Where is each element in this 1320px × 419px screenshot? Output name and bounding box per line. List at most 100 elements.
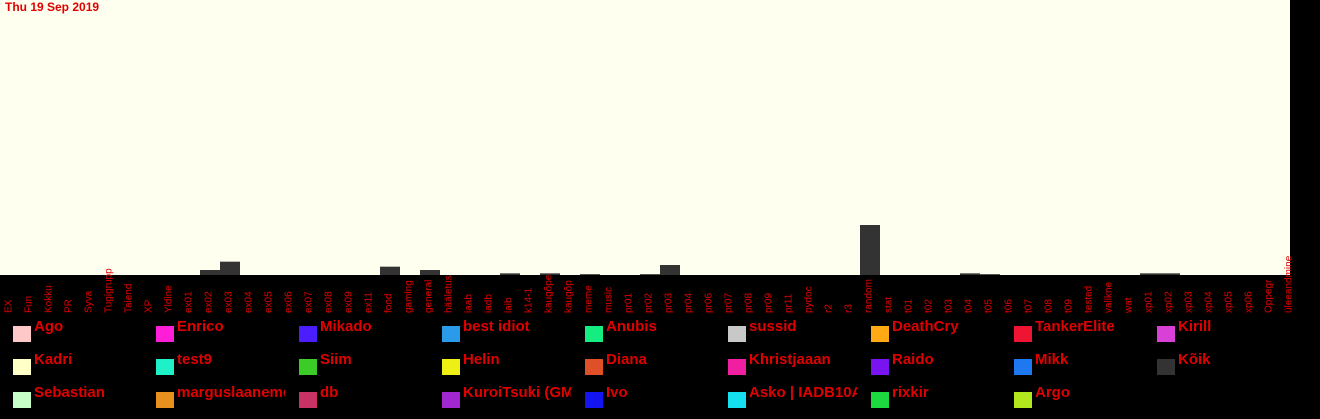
x-tick-label: random	[864, 279, 875, 313]
legend-item[interactable]: KuroiTsuki (GM)	[429, 384, 571, 408]
legend-swatch	[13, 326, 31, 342]
bar-meme	[580, 274, 600, 275]
x-tick-label: t04	[964, 299, 975, 313]
legend-item[interactable]: Helin	[429, 351, 571, 375]
x-tick-label: r2	[824, 304, 835, 313]
legend-swatch	[13, 359, 31, 375]
legend-swatch	[728, 326, 746, 342]
x-tick-label: t06	[1004, 299, 1015, 313]
legend-item[interactable]: sussid	[715, 318, 857, 342]
bar-xp02	[1160, 273, 1180, 275]
x-tick-label: Yldine	[164, 285, 175, 313]
legend-label: Helin	[463, 351, 500, 368]
bar-pr02	[640, 274, 660, 275]
x-tick-label: ex04	[244, 291, 255, 313]
legend-label: Kirill	[1178, 318, 1212, 335]
legend-label: Enrico	[177, 318, 224, 335]
legend-item[interactable]: Enrico	[143, 318, 285, 342]
legend-item[interactable]: rixkir	[858, 384, 1000, 408]
bar-t05	[980, 274, 1000, 275]
legend-label: Raido	[892, 351, 934, 368]
legend-label: Khristjaaan	[749, 351, 831, 368]
legend-item[interactable]: Siim	[286, 351, 428, 375]
x-tick-label: iadb	[484, 294, 495, 313]
x-tick-label: pr04	[684, 293, 695, 313]
legend-swatch	[585, 392, 603, 408]
legend-label: Asko | IADB10A	[749, 384, 857, 401]
x-tick-label: general	[424, 280, 435, 313]
legend-item[interactable]: Diana	[572, 351, 714, 375]
x-tick-label: wat	[1124, 297, 1135, 314]
x-tick-label: t09	[1064, 299, 1075, 313]
x-tick-label: pr08	[744, 293, 755, 313]
x-tick-label: tested	[1084, 286, 1095, 313]
legend-swatch	[156, 392, 174, 408]
legend-swatch	[585, 359, 603, 375]
x-tick-labels: EX Fun Kokku PR Syva Tugigrupp Taiend XP Yldine e…	[4, 255, 1295, 314]
plot-area	[0, 0, 1290, 275]
legend-item[interactable]: Kirill	[1144, 318, 1286, 342]
legend-item[interactable]: Sebastian	[0, 384, 142, 408]
legend-item[interactable]: Anubis	[572, 318, 714, 342]
legend-item[interactable]: db	[286, 384, 428, 408]
legend-item[interactable]: Mikado	[286, 318, 428, 342]
x-tick-label: pydoc	[804, 286, 815, 313]
bar-iaib	[500, 273, 520, 275]
legend-swatch	[728, 359, 746, 375]
x-tick-label: xp02	[1164, 291, 1175, 313]
legend-item[interactable]: Ago	[0, 318, 142, 342]
legend-item[interactable]: Kõik	[1144, 351, 1286, 375]
x-tick-label: t01	[904, 299, 915, 313]
legend-item[interactable]: best idiot	[429, 318, 571, 342]
x-tick-label: XP	[144, 299, 155, 313]
legend-item[interactable]: DeathCry	[858, 318, 1000, 342]
x-tick-label: üleeandmine	[1284, 255, 1295, 313]
bar-kaugõpe	[540, 273, 560, 275]
legend-label: TankerElite	[1035, 318, 1115, 335]
legend-label: Ago	[34, 318, 64, 335]
x-tick-label: kaugõp	[564, 280, 575, 313]
legend-swatch	[299, 359, 317, 375]
legend-label: best idiot	[463, 318, 530, 335]
x-tick-label: pr11	[784, 293, 795, 313]
x-tick-label: food	[384, 294, 395, 313]
legend-item[interactable]: Asko | IADB10A	[715, 384, 857, 408]
x-tick-label: xp05	[1224, 291, 1235, 313]
x-tick-label: xp01	[1144, 291, 1155, 313]
legend-item[interactable]: TankerElite	[1001, 318, 1143, 342]
legend-item[interactable]: Mikk	[1001, 351, 1143, 375]
bar-xp01	[1140, 273, 1160, 275]
legend-label: Kõik	[1178, 351, 1211, 368]
legend-swatch	[871, 359, 889, 375]
x-tick-label: pr06	[704, 293, 715, 313]
legend-item[interactable]: marguslaanemets	[143, 384, 285, 408]
legend-swatch	[299, 392, 317, 408]
x-tick-label: k14-1	[524, 288, 535, 313]
x-tick-label: ex08	[324, 291, 335, 313]
x-tick-label: xp04	[1204, 291, 1215, 313]
legend-item[interactable]: Kadri	[0, 351, 142, 375]
legend-swatch	[1157, 359, 1175, 375]
legend-item[interactable]: test9	[143, 351, 285, 375]
legend-item[interactable]: Argo	[1001, 384, 1143, 408]
legend-label: marguslaanemets	[177, 384, 285, 401]
x-tick-label: ex01	[184, 291, 195, 313]
x-tick-label: pr07	[724, 293, 735, 313]
x-tick-label: gaming	[404, 280, 415, 313]
legend-item[interactable]: Ivo	[572, 384, 714, 408]
bar-ex03	[220, 261, 240, 275]
x-tick-label: t03	[944, 299, 955, 313]
legend-item[interactable]: Raido	[858, 351, 1000, 375]
legend-label: DeathCry	[892, 318, 959, 335]
x-tick-label: Kokku	[44, 285, 55, 313]
bar-t04	[960, 273, 980, 275]
legend-label: Argo	[1035, 384, 1070, 401]
legend-swatch	[156, 359, 174, 375]
bar-food	[380, 266, 400, 275]
legend-swatch	[442, 359, 460, 375]
date-label: Thu 19 Sep 2019	[5, 0, 100, 14]
legend-item[interactable]: Khristjaaan	[715, 351, 857, 375]
x-tick-label: EX	[4, 299, 15, 313]
x-tick-label: ex06	[284, 291, 295, 313]
legend-label: Anubis	[606, 318, 657, 335]
